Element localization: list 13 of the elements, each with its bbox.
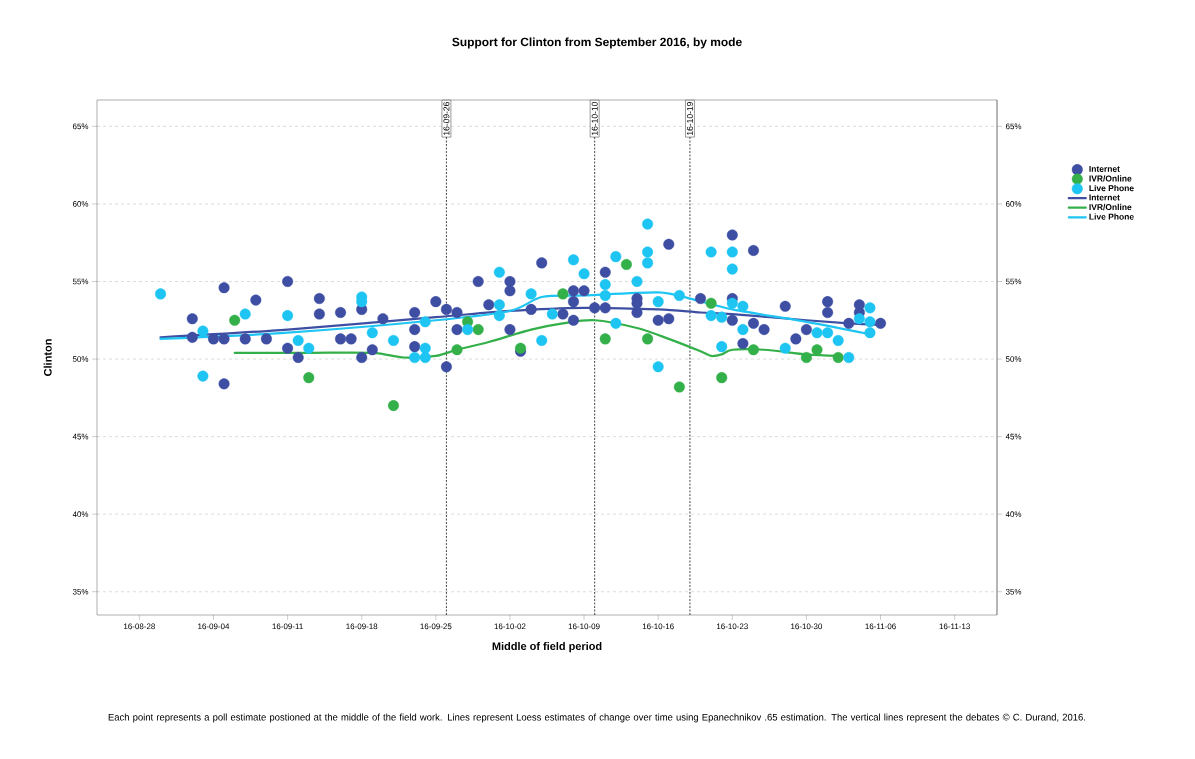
x-axis-title: Middle of field period <box>492 642 602 653</box>
y-axis-title: Clinton <box>43 339 52 376</box>
ref-line-label: 16-09-26 <box>443 102 450 135</box>
text: Each point represents a poll estimate postioned at the middle of the field work. Lines represent Loess estimates of change over time using Epanechnikov .65 estimation. The vertical lines represent the debates © C. Durand, 2016. <box>108 713 1086 723</box>
chart-title: Support for Clinton from September 2016, by mode <box>452 37 742 49</box>
ref-line-label: 16-10-10 <box>591 102 598 135</box>
legend-label: Live Phone <box>1089 213 1134 220</box>
legend-label: IVR/Online <box>1089 175 1132 182</box>
legend-label: IVR/Online <box>1089 203 1132 211</box>
ref-line-label: 16-10-19 <box>686 102 693 135</box>
legend-label: Live Phone <box>1089 184 1134 192</box>
legend-label: Internet <box>1089 165 1120 172</box>
legend-label: Internet <box>1089 194 1120 201</box>
